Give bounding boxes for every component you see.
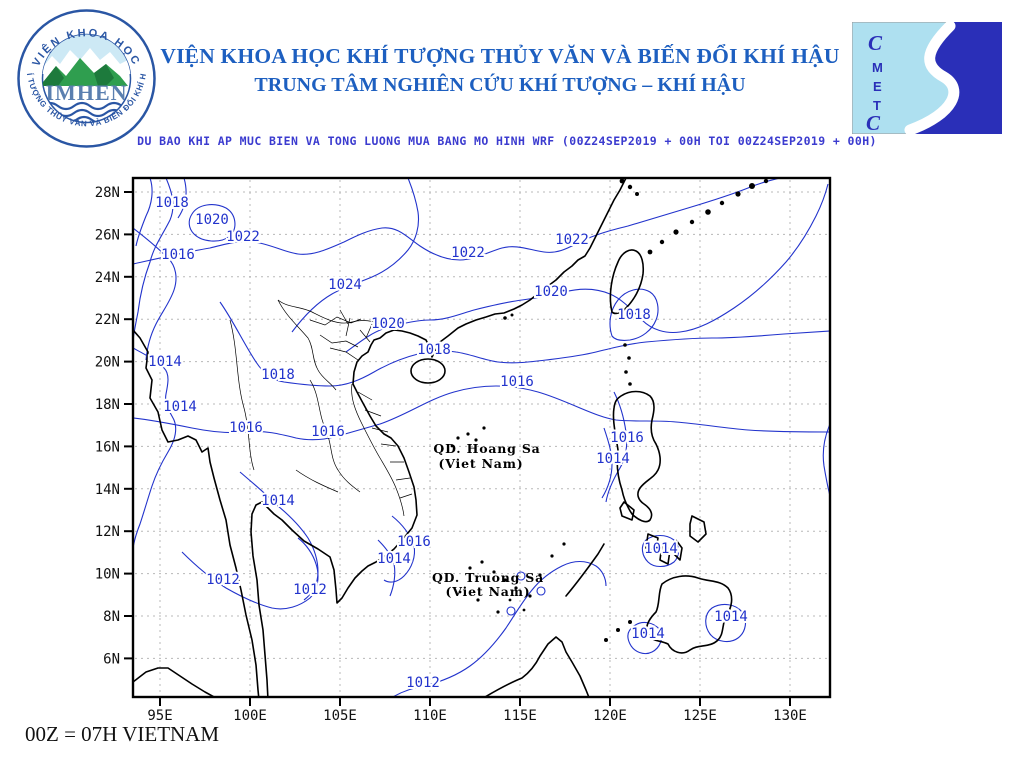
metc-s-swirl	[904, 22, 960, 134]
lat-tick-label: 8N	[103, 609, 120, 625]
lon-tick-label: 130E	[773, 708, 807, 724]
isobar-label: 1016	[311, 424, 345, 440]
lat-tick-label: 26N	[95, 227, 120, 243]
forecast-subtitle: DU BAO KHI AP MUC BIEN VA TONG LUONG MUA…	[137, 134, 877, 148]
imhen-logo: IMHEN VIỆN KHOA HỌC KHÍ TƯỢNG THỦY VĂN V…	[14, 6, 156, 148]
lat-tick-label: 6N	[103, 651, 120, 667]
isobar-label: 1014	[261, 493, 295, 509]
map-frame	[131, 176, 832, 699]
interior-borders	[229, 299, 413, 517]
lon-tick-label: 105E	[323, 708, 357, 724]
lat-tick-label: 18N	[95, 397, 120, 413]
isobar-label: 1014	[148, 354, 182, 370]
isobar-label: 1022	[555, 232, 589, 248]
metc-letter-e: E	[873, 79, 882, 94]
isobar-label: 1014	[377, 551, 411, 567]
isobar-label: 1016	[500, 374, 534, 390]
isobar-label: 1018	[417, 342, 451, 358]
isobar-label: 1020	[371, 316, 405, 332]
isobar-label: 1014	[714, 609, 748, 625]
lat-tick-label: 10N	[95, 567, 120, 583]
isobar-label: 1022	[226, 229, 260, 245]
island-group-label: QD. Truong Sa	[432, 570, 544, 585]
isobar-label: 1022	[451, 245, 485, 261]
isobar-label: 1012	[293, 582, 327, 598]
coastlines	[134, 179, 733, 696]
lon-tick-label: 125E	[683, 708, 717, 724]
lat-tick-label: 28N	[95, 185, 120, 201]
isobar-label: 1018	[617, 307, 651, 323]
metc-letter-c2: C	[866, 111, 881, 134]
isobar-label: 1016	[397, 534, 431, 550]
island-group-label: (Viet Nam)	[439, 456, 524, 471]
isobar-label: 1018	[155, 195, 189, 211]
island-specks	[450, 179, 769, 642]
isobar-label: 1016	[610, 430, 644, 446]
lat-tick-label: 22N	[95, 312, 120, 328]
island-group-label: QD. Hoang Sa	[433, 441, 540, 456]
lat-tick-label: 16N	[95, 439, 120, 455]
lat-tick-label: 20N	[95, 355, 120, 371]
lon-tick-label: 110E	[413, 708, 447, 724]
isobar-label: 1016	[161, 247, 195, 263]
center-title: TRUNG TÂM NGHIÊN CỨU KHÍ TƯỢNG – KHÍ HẬU	[254, 74, 746, 96]
isobar-label: 1012	[406, 675, 440, 691]
lon-tick-label: 100E	[233, 708, 267, 724]
timezone-note: 00Z = 07H VIETNAM	[25, 722, 220, 746]
lat-tick-label: 12N	[95, 524, 120, 540]
isobar-label: 1020	[534, 284, 568, 300]
isobar-label: 1014	[644, 541, 678, 557]
isobar-label: 1016	[229, 420, 263, 436]
metc-letter-t: T	[873, 98, 881, 113]
header: VIỆN KHOA HỌC KHÍ TƯỢNG THỦY VĂN VÀ BIẾN…	[160, 44, 840, 97]
tick-layer	[124, 191, 791, 706]
isobar-label: 1018	[261, 367, 295, 383]
lon-tick-label: 95E	[147, 708, 172, 724]
isobar-label: 1024	[328, 277, 362, 293]
isobar-label: 1012	[206, 572, 240, 588]
pressure-map: 1018102010221016102410221022102010201018…	[95, 176, 832, 724]
lon-tick-label: 115E	[503, 708, 537, 724]
isobar-label: 1020	[195, 212, 229, 228]
isobar-label-layer: 1018102010221016102410221022102010201018…	[146, 193, 750, 693]
metc-letter-m: M	[872, 60, 883, 75]
lon-tick-label: 120E	[593, 708, 627, 724]
island-group-label: (Viet Nam)	[446, 584, 531, 599]
map-background	[133, 178, 830, 697]
lat-tick-label: 14N	[95, 482, 120, 498]
axis-label-layer: 95E 100E 105E 110E 115E 120E 125E 130E 28N 26N 24N…	[95, 185, 807, 724]
institute-title: VIỆN KHOA HỌC KHÍ TƯỢNG THỦY VĂN VÀ BIẾN…	[160, 44, 840, 68]
imhen-center-text: IMHEN	[46, 80, 128, 105]
metc-letter-c1: C	[868, 31, 883, 55]
lat-tick-label: 24N	[95, 270, 120, 286]
isobar-label: 1014	[631, 626, 665, 642]
isobar-label: 1014	[163, 399, 197, 415]
imhen-mountains-dark	[42, 64, 114, 86]
geo-label-layer: QD. Hoang Sa(Viet Nam)QD. Truong Sa(Viet…	[432, 441, 544, 599]
isobar-label: 1014	[596, 451, 630, 467]
metc-logo: C M E T C	[852, 22, 1002, 134]
